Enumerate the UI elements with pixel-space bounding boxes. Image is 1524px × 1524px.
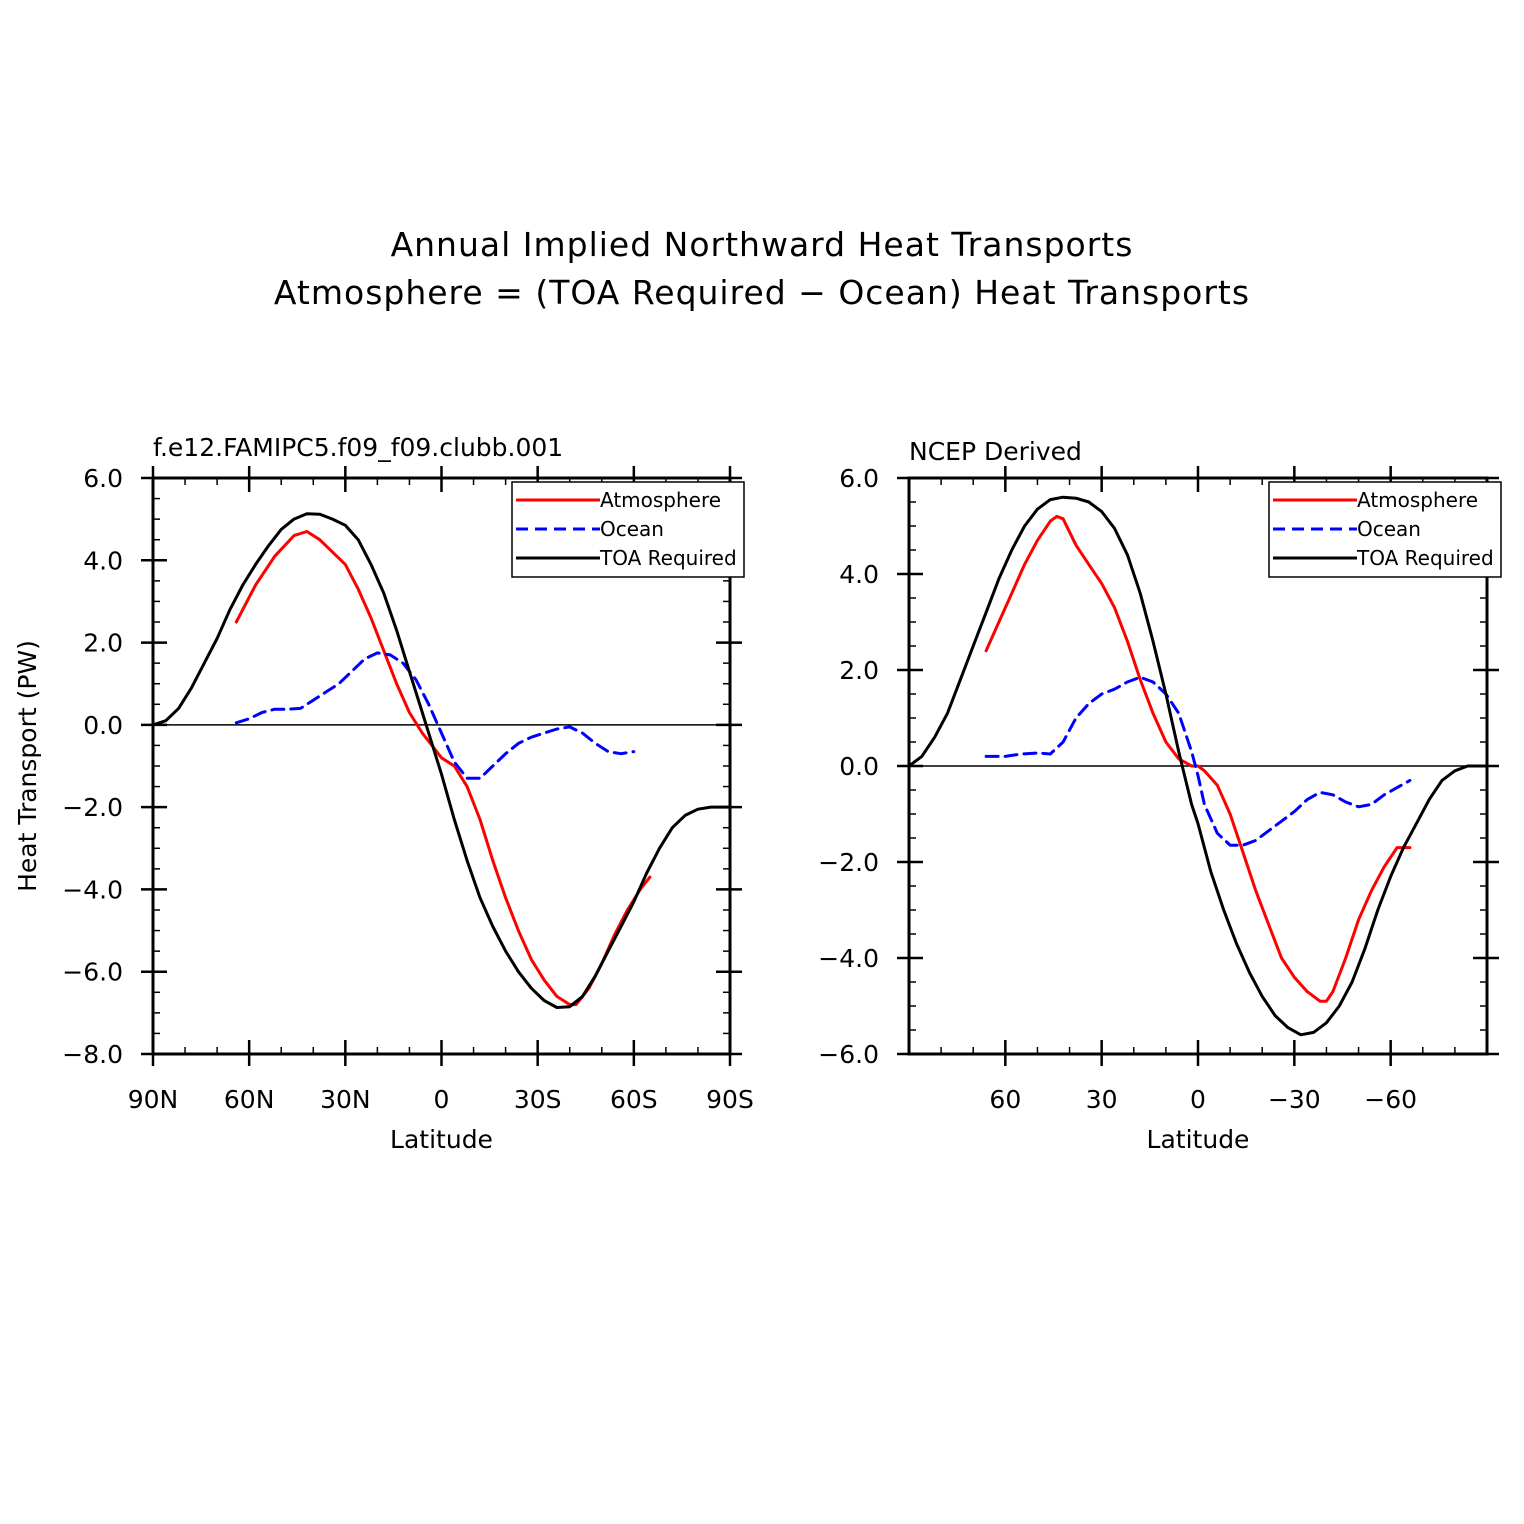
y-axis-label: Heat Transport (PW) [13, 640, 42, 892]
series-line-atmosphere [984, 514, 1412, 1003]
left-panel-model: f.e12.FAMIPC5.f09_f09.clubb.001 6.0 4.0 2.0… [13, 433, 754, 1154]
x-axis-label: Latitude [390, 1125, 493, 1154]
right-panel-ncep: NCEP Derived 6.0 4.0 2.0 0.0 −2.0 −4.0 −6.0 60 30… [818, 437, 1502, 1154]
x-tick-label: 90S [706, 1085, 754, 1114]
y-tick-label: −6.0 [818, 1040, 879, 1069]
x-tick-label: 60S [610, 1085, 658, 1114]
legend-box [511, 481, 745, 578]
legend-label: TOA Required [599, 546, 737, 570]
legend-label: Ocean [600, 517, 664, 541]
legend-label: Ocean [1357, 517, 1421, 541]
series-line-toa-required [151, 512, 732, 1009]
x-tick-label: 60N [224, 1085, 275, 1114]
x-tick-label: −30 [1268, 1085, 1321, 1114]
x-tick-label: 60 [989, 1085, 1021, 1114]
series-line-toa-required [907, 495, 1489, 1037]
legend-box [1268, 481, 1502, 578]
series-line-ocean [984, 675, 1412, 847]
y-tick-label: −2.0 [818, 848, 879, 877]
x-tick-label: 30 [1086, 1085, 1118, 1114]
y-tick-label: 6.0 [839, 464, 879, 493]
y-tick-label: −4.0 [818, 944, 879, 973]
x-axis-label: Latitude [1147, 1125, 1250, 1154]
y-tick-label: −8.0 [62, 1040, 123, 1069]
y-tick-label: 0.0 [839, 752, 879, 781]
figure-title-line-2: Atmosphere = (TOA Required − Ocean) Heat… [274, 273, 1250, 312]
x-tick-label: −60 [1364, 1085, 1417, 1114]
y-tick-label: 0.0 [83, 711, 123, 740]
legend: Atmosphere Ocean TOA Required [1268, 481, 1502, 578]
x-tick-label: 30S [514, 1085, 562, 1114]
legend: Atmosphere Ocean TOA Required [511, 481, 745, 578]
y-tick-label: −2.0 [62, 793, 123, 822]
y-tick-label: 4.0 [83, 546, 123, 575]
x-tick-label: 0 [1190, 1085, 1206, 1114]
x-tick-label: 30N [320, 1085, 371, 1114]
legend-label: Atmosphere [600, 488, 721, 512]
legend-label: Atmosphere [1357, 488, 1478, 512]
x-tick-label: 90N [128, 1085, 179, 1114]
figure-title-line-1: Annual Implied Northward Heat Transports [391, 225, 1134, 264]
y-tick-label: −4.0 [62, 875, 123, 904]
y-tick-label: −6.0 [62, 958, 123, 987]
legend-label: TOA Required [1356, 546, 1494, 570]
plot-frame [151, 476, 732, 1056]
x-tick-label: 0 [434, 1085, 450, 1114]
y-tick-label: 2.0 [839, 656, 879, 685]
panel-title: NCEP Derived [909, 437, 1082, 466]
panel-title: f.e12.FAMIPC5.f09_f09.clubb.001 [153, 433, 563, 462]
y-tick-label: 4.0 [839, 560, 879, 589]
y-tick-label: 2.0 [83, 629, 123, 658]
y-tick-label: 6.0 [83, 464, 123, 493]
series-line-ocean [234, 651, 636, 780]
plot-frame [907, 476, 1489, 1056]
